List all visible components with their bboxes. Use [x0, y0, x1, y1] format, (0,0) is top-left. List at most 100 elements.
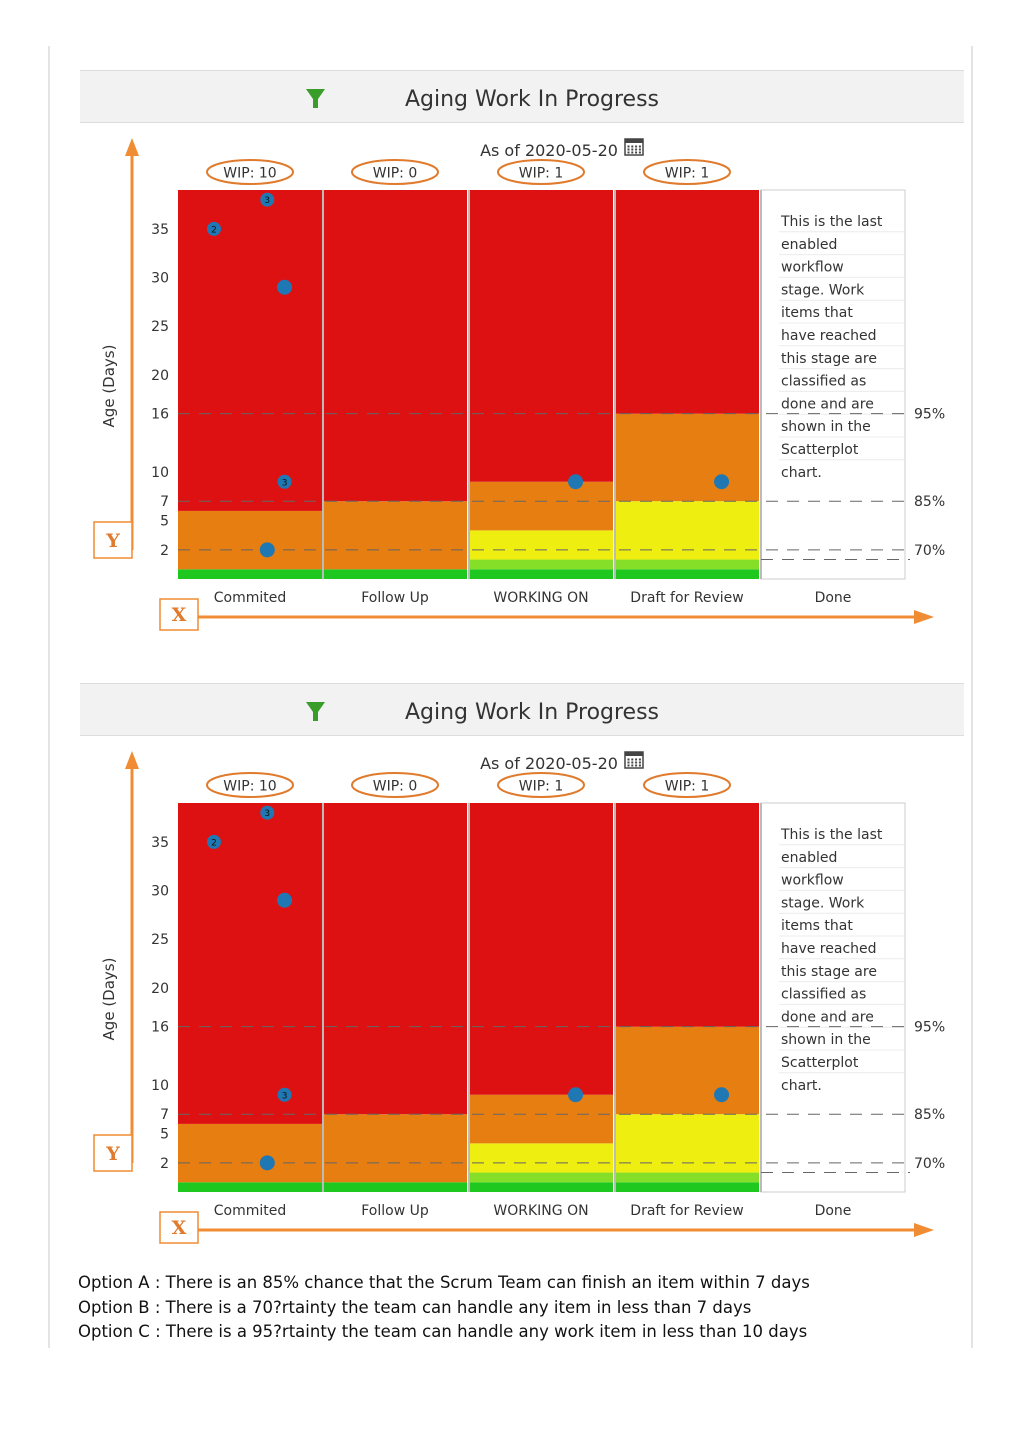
calendar-icon-day	[635, 761, 638, 764]
chart2-wip-badge-2: WIP: 1	[519, 779, 564, 795]
chart2-done-note-line: items that	[781, 918, 853, 934]
chart2-x-axis-arrow-head	[914, 1223, 934, 1237]
chart1-band-3-2	[615, 501, 759, 560]
chart1-y-tick-label: 10	[151, 465, 169, 481]
calendar-icon-day	[635, 145, 638, 148]
chart1-y-tick-label: 20	[151, 368, 169, 384]
chart1-done-note-line: Scatterplot	[781, 442, 859, 458]
chart2-done-note-line: chart.	[781, 1078, 822, 1094]
chart1-y-tick-label: 35	[151, 222, 169, 238]
chart1-band-3-0	[615, 569, 759, 579]
chart1-done-note-line: items that	[781, 305, 853, 321]
calendar-icon-day	[635, 151, 638, 154]
chart1-y-marker: Y	[105, 530, 120, 552]
chart1-y-tick-label: 5	[160, 514, 169, 530]
chart1-done-note-line: have reached	[781, 328, 877, 344]
chart1-y-tick-label: 25	[151, 319, 169, 335]
chart2-data-point	[259, 1155, 275, 1171]
chart2-x-category-label-1: Follow Up	[361, 1203, 429, 1219]
chart1-band-2-3	[469, 481, 613, 531]
chart2-x-category-label-4: Done	[815, 1203, 852, 1219]
chart2-band-3-3	[615, 1026, 759, 1115]
chart2-wip-badge-outline	[497, 772, 585, 798]
chart2-y-axis-label: Age (Days)	[100, 958, 118, 1041]
chart1-percentile-label: 85%	[914, 494, 945, 510]
filter-funnel-icon	[306, 89, 325, 108]
option-b[interactable]: Option B : There is a 70?rtainty the tea…	[78, 1297, 752, 1317]
chart2-data-point	[207, 834, 221, 849]
chart1-data-point	[259, 542, 275, 558]
chart1-y-axis-label: Age (Days)	[100, 345, 118, 428]
calendar-icon-day	[635, 148, 638, 151]
chart2-y-tick-label: 30	[151, 884, 169, 900]
chart1-done-note-line: enabled	[781, 237, 837, 253]
calendar-icon-day	[631, 758, 634, 761]
chart1-wip-badge-1: WIP: 0	[373, 166, 418, 182]
chart1-x-category-label-3: Draft for Review	[630, 590, 743, 606]
chart1-data-point	[714, 474, 730, 490]
chart2-band-3-0	[615, 1182, 759, 1192]
chart2-percentile-label: 85%	[914, 1107, 945, 1123]
chart2-y-tick-label: 16	[151, 1020, 169, 1036]
chart2-y-axis-arrow-head	[125, 751, 139, 769]
calendar-icon-day	[631, 764, 634, 767]
chart2-y-tick-label: 20	[151, 981, 169, 997]
calendar-icon-day	[627, 758, 630, 761]
chart1-band-3-4	[615, 190, 759, 414]
chart1-wip-badge-outline	[206, 159, 294, 185]
chart2-data-point-count: 2	[211, 838, 217, 848]
chart1-title: Aging Work In Progress	[405, 87, 659, 112]
chart2-done-note-line: stage. Work	[781, 895, 865, 911]
page-right-border	[971, 46, 973, 1348]
chart1-data-point	[277, 474, 292, 489]
calendar-icon-day	[627, 151, 630, 154]
chart1-y-tick-label: 16	[151, 407, 169, 423]
option-c[interactable]: Option C : There is a 95?rtainty the tea…	[78, 1322, 808, 1341]
chart2-y-tick-label: 5	[160, 1127, 169, 1143]
chart2-data-point-count: 3	[282, 1091, 288, 1101]
chart1-x-category-label-4: Done	[815, 590, 852, 606]
chart2-x-category-label-3: Draft for Review	[630, 1203, 743, 1219]
chart2-done-note-line: shown in the	[781, 1032, 871, 1048]
calendar-icon-day	[635, 758, 638, 761]
calendar-icon-day	[638, 764, 641, 767]
calendar-icon-day	[627, 145, 630, 148]
chart1-data-point	[207, 221, 221, 236]
chart1-done-note-line: classified as	[781, 374, 866, 390]
chart1-as-of-date: As of 2020-05-20	[480, 141, 618, 160]
chart2-band-1-1	[323, 1114, 467, 1183]
chart1-done-note-line: workflow	[781, 260, 844, 276]
chart2-done-note-line: This is the last	[780, 827, 883, 843]
chart2-y-tick-label: 35	[151, 835, 169, 851]
aging-wip-chart-1: Aging Work In Progress As of 2020-05-20 WI…	[80, 70, 964, 640]
chart2-band-3-1	[615, 1172, 759, 1183]
chart2-band-3-2	[615, 1114, 759, 1173]
chart1-x-marker-box	[159, 598, 199, 631]
option-a[interactable]: Option A : There is an 85% chance that t…	[78, 1273, 810, 1292]
chart1-band-1-0	[323, 569, 467, 579]
calendar-icon-day	[627, 761, 630, 764]
chart2-data-point-count: 3	[264, 809, 270, 819]
calendar-icon-day	[638, 151, 641, 154]
chart1-band-3-3	[615, 413, 759, 502]
chart1-done-note-line: this stage are	[781, 351, 877, 367]
chart2-title: Aging Work In Progress	[405, 700, 659, 725]
chart1-y-axis-arrow-head	[125, 138, 139, 156]
chart2-done-note-line: enabled	[781, 850, 837, 866]
aging-wip-chart-1-svg: Aging Work In Progress As of 2020-05-20 WI…	[80, 70, 964, 631]
calendar-icon-header	[625, 752, 643, 756]
chart1-band-3-1	[615, 559, 759, 570]
chart2-wip-badge-3: WIP: 1	[665, 779, 710, 795]
calendar-icon-day	[638, 148, 641, 151]
chart1-done-note-line: This is the last	[780, 214, 883, 230]
chart1-wip-badge-outline	[643, 159, 731, 185]
chart2-x-marker-box	[159, 1211, 199, 1244]
calendar-icon-day	[627, 764, 630, 767]
chart1-band-2-1	[469, 559, 613, 570]
chart1-x-category-label-2: WORKING ON	[493, 590, 588, 606]
chart2-wip-badge-outline	[643, 772, 731, 798]
chart1-wip-badge-outline	[351, 159, 439, 185]
chart1-done-note-line: chart.	[781, 465, 822, 481]
chart1-data-point-count: 3	[282, 478, 288, 488]
chart1-done-note-line: done and are	[781, 396, 874, 412]
